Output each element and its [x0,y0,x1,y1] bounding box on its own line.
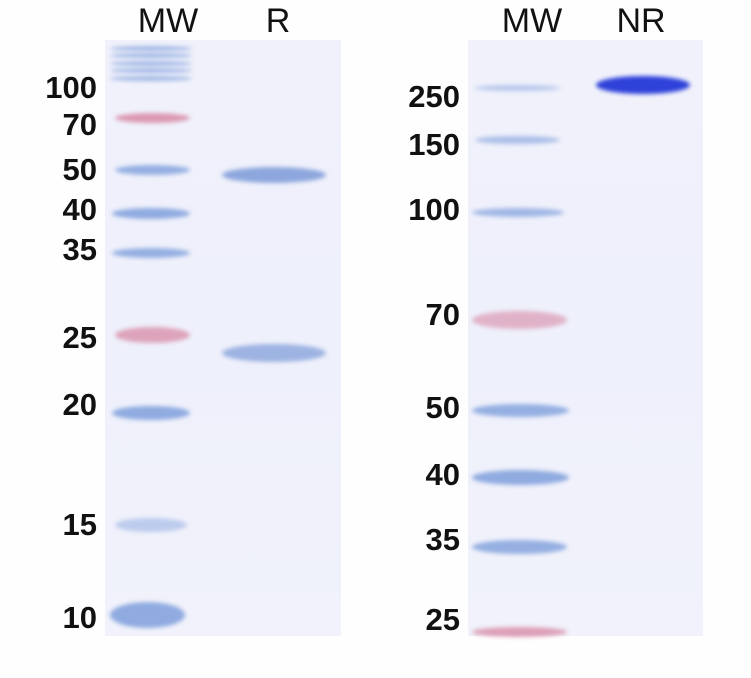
mw-label-15: 15 [62,507,97,542]
mw-label-10: 10 [62,600,97,635]
left-marker-band-20 [112,406,190,420]
left-marker-band [110,75,192,81]
right-marker-band-50 [472,403,569,417]
mw-label-40: 40 [425,457,460,492]
mw-label-25: 25 [425,602,460,637]
r-heavy-chain-band [222,167,326,183]
nr-intact-antibody-band [596,76,690,94]
r-light-chain-band [222,344,326,362]
right-lane-label-nr: NR [616,2,666,40]
left-marker-band [110,67,192,73]
mw-label-50: 50 [425,390,460,425]
right-marker-band-100 [472,207,564,217]
left-marker-band [110,52,192,58]
left-marker-band-35 [112,248,190,258]
mw-label-100: 100 [408,192,460,227]
left-marker-band-15 [115,518,187,532]
mw-label-100: 100 [45,70,97,105]
right-marker-band-25 [472,627,567,637]
mw-label-25: 25 [62,320,97,355]
right-marker-band-35 [472,540,567,554]
left-lane-label-mw: MW [137,2,199,40]
left-marker-band [110,60,192,66]
left-marker-band-70 [115,113,190,123]
left-lane-label-r: R [265,2,291,40]
left-marker-band [110,45,192,51]
mw-label-50: 50 [62,152,97,187]
right-marker-band-40 [472,469,569,485]
left-marker-band-50 [115,165,190,175]
mw-label-35: 35 [425,522,460,557]
right-lane-label-mw: MW [501,2,563,40]
mw-label-40: 40 [62,192,97,227]
mw-label-250: 250 [408,79,460,114]
mw-label-70: 70 [62,107,97,142]
mw-label-20: 20 [62,387,97,422]
right-marker-band-250 [475,85,560,91]
mw-label-70: 70 [425,297,460,332]
left-marker-band-25 [115,327,190,343]
right-marker-band-150 [475,136,560,144]
left-marker-band-40 [112,207,190,219]
right-marker-band-70 [472,311,567,329]
mw-label-150: 150 [408,127,460,162]
left-marker-band-10 [110,602,185,628]
mw-label-35: 35 [62,232,97,267]
